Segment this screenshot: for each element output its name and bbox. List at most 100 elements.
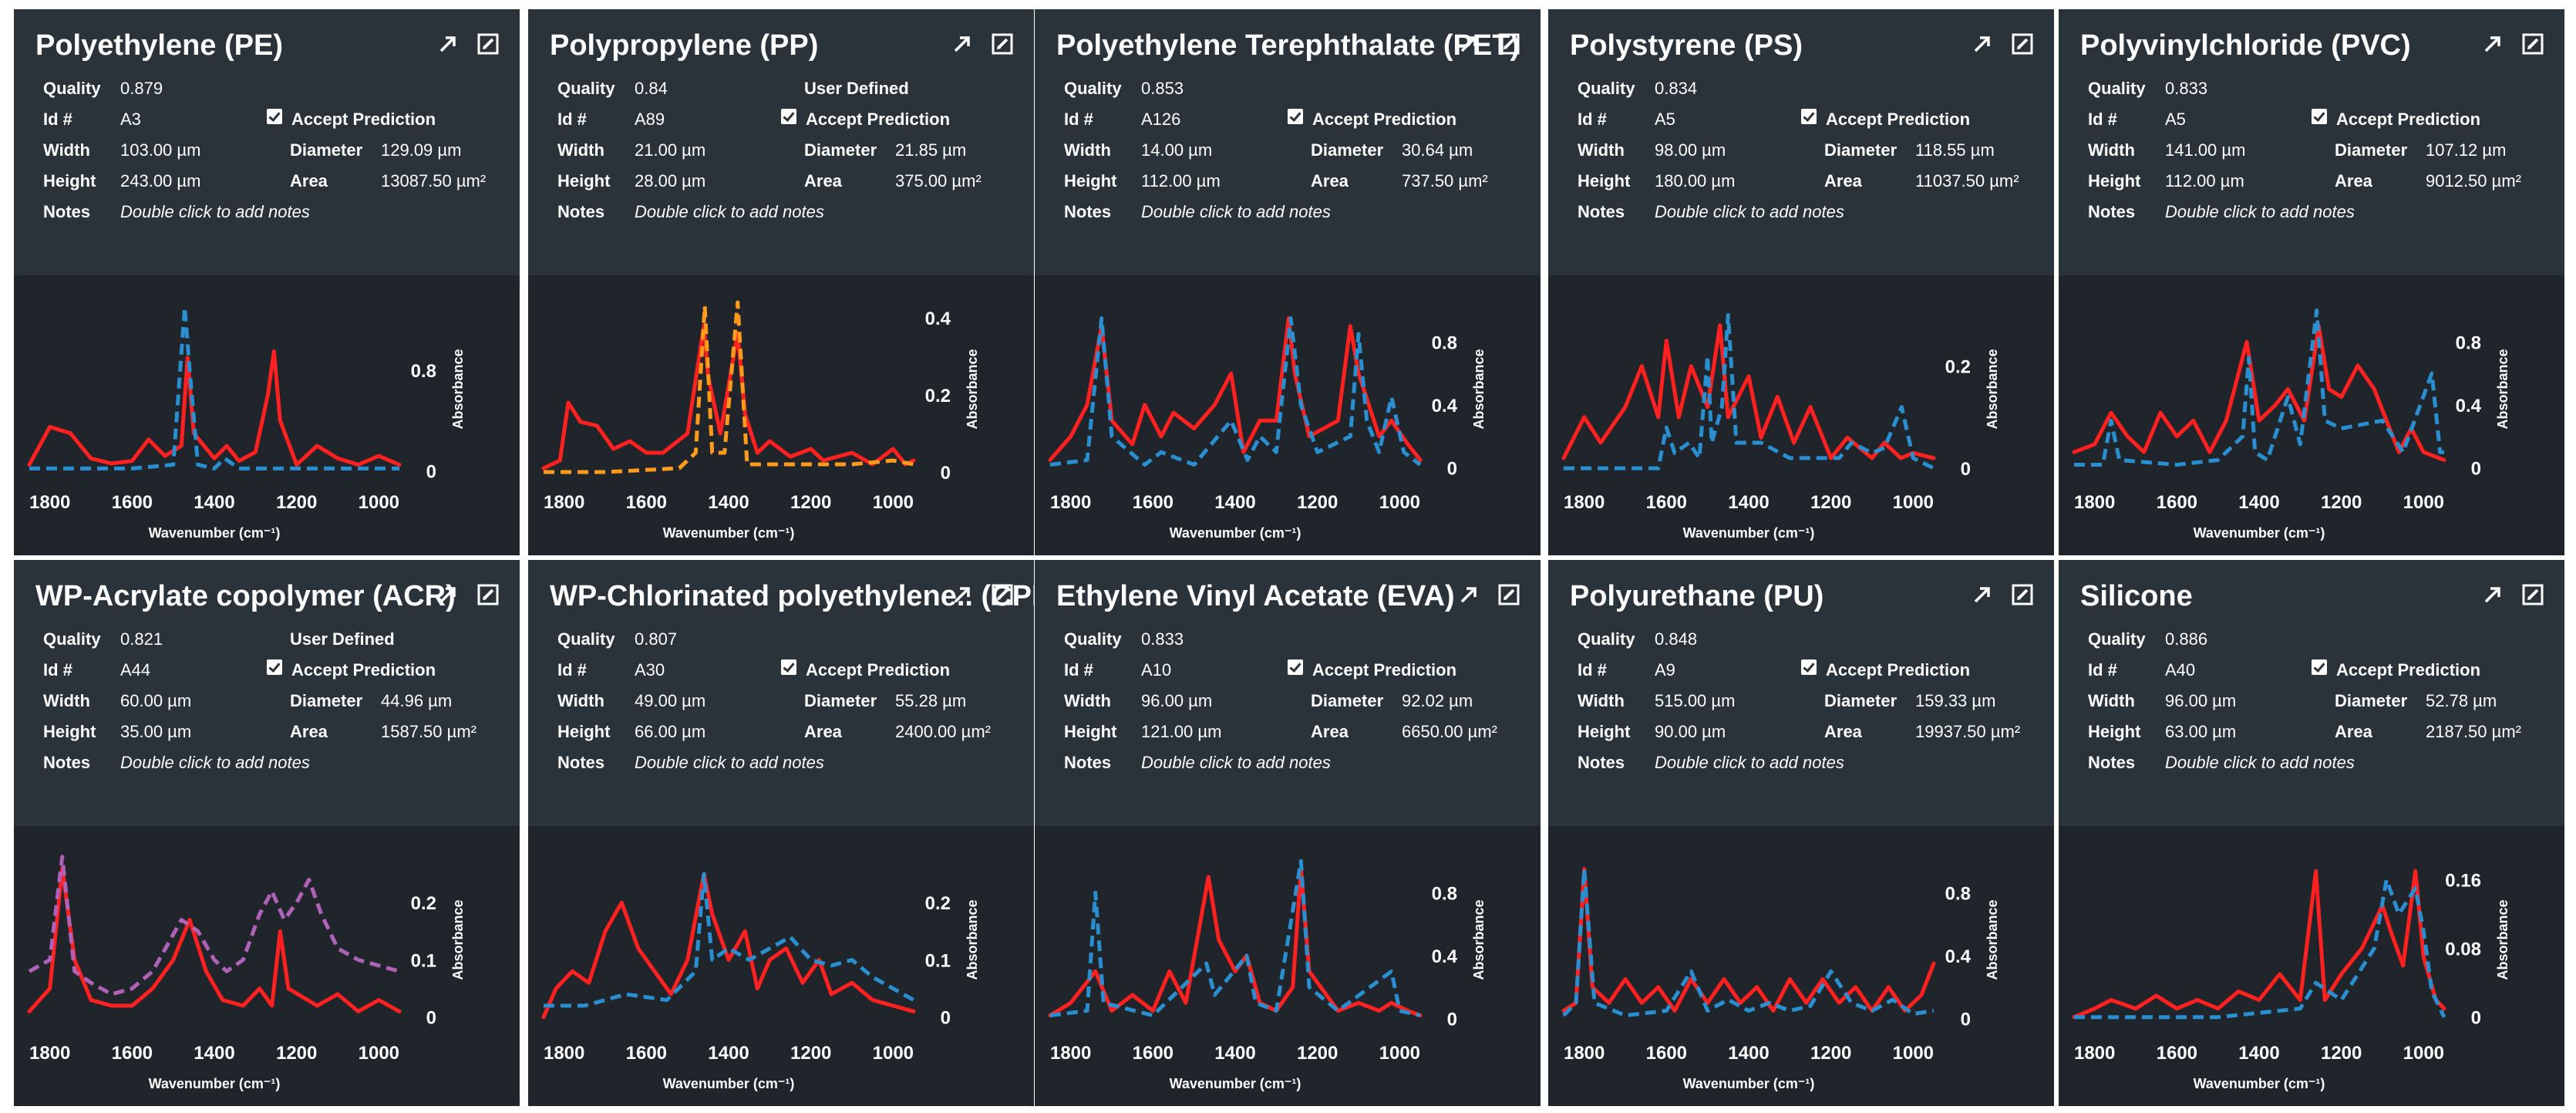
- accept-prediction-checkbox[interactable]: [1288, 109, 1303, 124]
- expand-icon[interactable]: [1971, 32, 1994, 56]
- accept-prediction-checkbox[interactable]: [781, 109, 796, 124]
- notes-label: Notes: [1578, 202, 1625, 221]
- notes-field[interactable]: Double click to add notes: [2165, 202, 2355, 221]
- x-tick-label: 1400: [1728, 1043, 1769, 1064]
- reference-spectrum-line: [28, 855, 400, 997]
- expand-icon[interactable]: [1457, 32, 1480, 56]
- diameter-value: 129.09 µm: [381, 140, 462, 160]
- accept-prediction-label[interactable]: Accept Prediction: [1312, 110, 1457, 129]
- accept-prediction-checkbox[interactable]: [1801, 659, 1817, 675]
- diameter-label: Diameter: [804, 691, 877, 710]
- edit-icon[interactable]: [1497, 32, 1520, 56]
- card-info-panel: Polystyrene (PS) Quality 0.834 Id #: [1548, 9, 2054, 275]
- notes-field[interactable]: Double click to add notes: [1141, 202, 1331, 221]
- y-tick-label: 0: [1447, 1010, 1457, 1030]
- notes-field[interactable]: Double click to add notes: [635, 202, 824, 221]
- x-tick-label: 1800: [544, 1043, 584, 1064]
- spectrum-card[interactable]: WP-Acrylate copolymer (ACR) Quality 0.82…: [14, 560, 520, 1106]
- diameter-value: 118.55 µm: [1915, 140, 1995, 160]
- area-label: Area: [2335, 171, 2372, 191]
- reference-spectrum-line: [1049, 858, 1421, 1017]
- accept-prediction-checkbox[interactable]: [267, 109, 282, 124]
- notes-field[interactable]: Double click to add notes: [1141, 753, 1331, 772]
- edit-icon[interactable]: [476, 583, 500, 606]
- notes-field[interactable]: Double click to add notes: [120, 202, 310, 221]
- x-tick-label: 1200: [1297, 1043, 1338, 1064]
- spectrum-card[interactable]: Polypropylene (PP) Quality 0.84 User Def…: [528, 9, 1034, 555]
- accept-prediction-label[interactable]: Accept Prediction: [1826, 660, 1971, 680]
- spectrum-card[interactable]: Polyvinylchloride (PVC) Quality 0.833 Id: [2059, 9, 2564, 555]
- edit-icon[interactable]: [2011, 583, 2034, 606]
- card-title: Polyurethane (PU): [1570, 580, 1824, 612]
- accept-prediction-label[interactable]: Accept Prediction: [291, 660, 436, 680]
- accept-prediction-checkbox[interactable]: [1288, 659, 1303, 675]
- accept-prediction-label[interactable]: Accept Prediction: [2336, 110, 2481, 129]
- x-axis-label: Wavenumber (cm⁻¹): [663, 1076, 795, 1091]
- spectrum-card[interactable]: Polyethylene (PE) Quality 0.879 Id #: [14, 9, 520, 555]
- expand-icon[interactable]: [436, 32, 460, 56]
- reference-spectrum-line: [1562, 867, 1935, 1017]
- expand-icon[interactable]: [1971, 583, 1994, 606]
- x-tick-label: 1200: [1297, 492, 1338, 513]
- expand-icon[interactable]: [951, 583, 974, 606]
- spectrum-card[interactable]: WP-Chlorinated polyethylene.. (CPE) Qual…: [528, 560, 1034, 1106]
- accept-prediction-checkbox[interactable]: [2312, 109, 2327, 124]
- diameter-value: 21.85 µm: [895, 140, 967, 160]
- edit-icon[interactable]: [2521, 32, 2544, 56]
- card-title: Polystyrene (PS): [1570, 29, 1803, 62]
- accept-prediction-label[interactable]: Accept Prediction: [806, 110, 951, 129]
- reference-spectrum-line: [2074, 308, 2444, 467]
- user-defined-label: User Defined: [290, 629, 395, 649]
- expand-icon[interactable]: [2481, 583, 2504, 606]
- expand-icon[interactable]: [1457, 583, 1480, 606]
- spectrum-chart: 1800 1600 1400 1200 1000 0.2 0.1 0 Wavenumber (c…: [27, 855, 466, 1091]
- notes-field[interactable]: Double click to add notes: [635, 753, 824, 772]
- spectrum-card[interactable]: Polyethylene Terephthalate (PET) Quality…: [1035, 9, 1541, 555]
- accept-prediction-label[interactable]: Accept Prediction: [2336, 660, 2481, 680]
- edit-icon[interactable]: [991, 583, 1014, 606]
- x-tick-label: 1000: [359, 1043, 399, 1064]
- accept-prediction-label[interactable]: Accept Prediction: [1826, 110, 1971, 129]
- height-value: 180.00 µm: [1655, 171, 1736, 191]
- accept-prediction-label[interactable]: Accept Prediction: [291, 110, 436, 129]
- height-value: 28.00 µm: [635, 171, 706, 191]
- width-label: Width: [2088, 691, 2135, 710]
- x-tick-label: 1400: [194, 492, 234, 513]
- x-tick-label: 1400: [708, 1043, 749, 1064]
- notes-field[interactable]: Double click to add notes: [1655, 202, 1844, 221]
- edit-icon[interactable]: [2011, 32, 2034, 56]
- sample-spectrum-line: [1048, 316, 1423, 462]
- accept-prediction-label[interactable]: Accept Prediction: [806, 660, 951, 680]
- diameter-value: 30.64 µm: [1402, 140, 1473, 160]
- notes-field[interactable]: Double click to add notes: [1655, 753, 1844, 772]
- y-tick-label: 0.08: [2445, 939, 2481, 960]
- area-label: Area: [1824, 171, 1862, 191]
- id-value: A3: [120, 110, 141, 129]
- x-tick-label: 1200: [2321, 492, 2362, 513]
- y-tick-label: 0.8: [1945, 883, 1971, 904]
- card-actions: [1457, 583, 1520, 606]
- edit-icon[interactable]: [1497, 583, 1520, 606]
- spectrum-card[interactable]: Polyurethane (PU) Quality 0.848 Id #: [1548, 560, 2054, 1106]
- height-value: 243.00 µm: [120, 171, 201, 191]
- edit-icon[interactable]: [991, 32, 1014, 56]
- width-label: Width: [2088, 140, 2135, 160]
- diameter-value: 44.96 µm: [381, 691, 453, 710]
- accept-prediction-checkbox[interactable]: [1801, 109, 1817, 124]
- y-tick-label: 0: [2471, 1008, 2481, 1029]
- id-value: A126: [1141, 110, 1181, 129]
- notes-field[interactable]: Double click to add notes: [120, 753, 310, 772]
- accept-prediction-checkbox[interactable]: [781, 659, 796, 675]
- accept-prediction-checkbox[interactable]: [267, 659, 282, 675]
- spectrum-card[interactable]: Silicone Quality 0.886 Id # A40: [2059, 560, 2564, 1106]
- accept-prediction-checkbox[interactable]: [2312, 659, 2327, 675]
- accept-prediction-label[interactable]: Accept Prediction: [1312, 660, 1457, 680]
- expand-icon[interactable]: [436, 583, 460, 606]
- spectrum-card[interactable]: Ethylene Vinyl Acetate (EVA) Quality 0.8…: [1035, 560, 1541, 1106]
- edit-icon[interactable]: [476, 32, 500, 56]
- notes-field[interactable]: Double click to add notes: [2165, 753, 2355, 772]
- expand-icon[interactable]: [2481, 32, 2504, 56]
- expand-icon[interactable]: [951, 32, 974, 56]
- spectrum-card[interactable]: Polystyrene (PS) Quality 0.834 Id #: [1548, 9, 2054, 555]
- edit-icon[interactable]: [2521, 583, 2544, 606]
